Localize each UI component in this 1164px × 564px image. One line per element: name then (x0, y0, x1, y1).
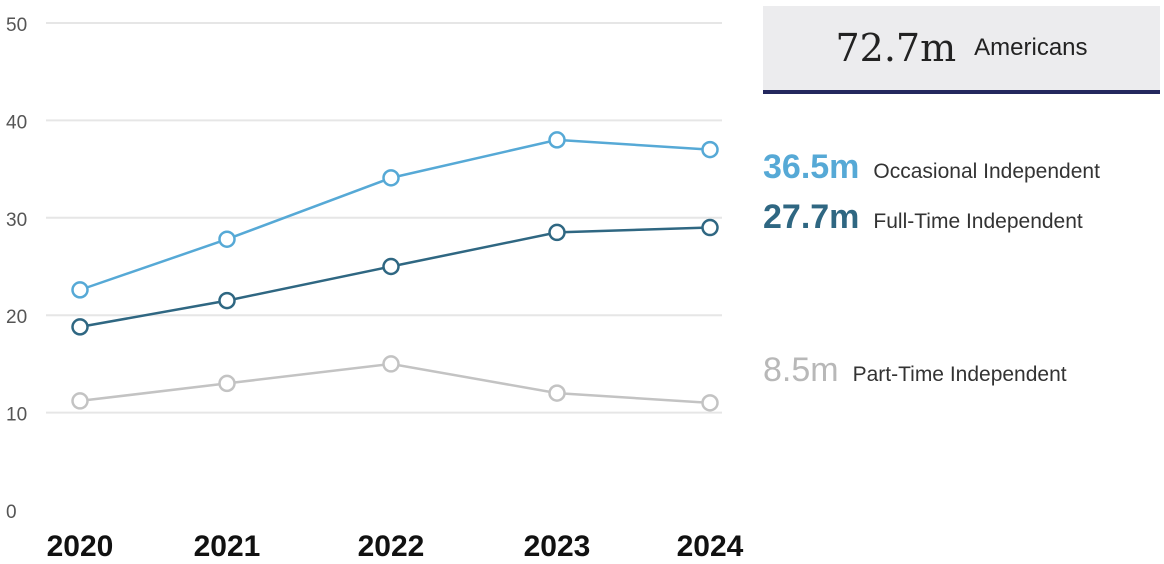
y-tick-label: 50 (6, 15, 27, 36)
data-point (382, 169, 400, 187)
total-value: 72.7m (835, 26, 957, 70)
legend-value-full-time: 27.7m (763, 198, 860, 236)
y-tick-label: 40 (6, 112, 27, 133)
y-tick-label: 20 (6, 307, 27, 328)
x-tick-label: 2022 (358, 530, 425, 563)
y-tick-label: 0 (6, 502, 17, 523)
data-point (548, 131, 566, 149)
data-point (71, 392, 89, 410)
data-point (382, 257, 400, 276)
legend-label-occasional: Occasional Independent (873, 160, 1100, 183)
data-point (71, 281, 89, 299)
series-full-time-independent (71, 218, 719, 336)
legend-value-part-time: 8.5m (763, 351, 839, 389)
gridlines (46, 22, 722, 414)
y-axis-ticks: 0 10 20 30 40 50 (6, 15, 27, 523)
data-point (701, 140, 719, 159)
legend-label-full-time: Full-Time Independent (873, 210, 1083, 233)
total-label: Americans (974, 34, 1088, 61)
data-point (218, 374, 236, 393)
legend-value-occasional: 36.5m (763, 148, 860, 186)
x-tick-label: 2024 (677, 530, 744, 563)
legend-item-full-time: 27.7m Full-Time Independent (763, 198, 1083, 237)
legend-item-part-time: 8.5m Part-Time Independent (763, 351, 1067, 390)
legend-item-occasional: 36.5m Occasional Independent (763, 148, 1100, 187)
data-point (218, 230, 236, 248)
x-tick-label: 2023 (524, 530, 591, 563)
series-lines (71, 131, 719, 412)
line-chart: 0 10 20 30 40 50 2020 2021 2022 2023 2024 (6, 15, 744, 563)
data-point (548, 384, 566, 402)
data-point (71, 318, 89, 336)
data-point (548, 223, 566, 242)
total-summary: 72.7m Americans (763, 6, 1160, 94)
x-tick-label: 2020 (47, 530, 114, 563)
data-point (382, 355, 400, 373)
series-line (79, 226, 711, 329)
legend-label-part-time: Part-Time Independent (852, 363, 1067, 386)
data-point (701, 218, 719, 237)
y-tick-label: 10 (6, 405, 27, 426)
x-tick-label: 2021 (194, 530, 261, 563)
x-axis-ticks: 2020 2021 2022 2023 2024 (47, 530, 744, 563)
series-occasional-independent (71, 131, 719, 299)
data-point (218, 291, 236, 310)
series-part-time-independent (71, 355, 719, 412)
y-tick-label: 30 (6, 210, 27, 231)
data-point (701, 394, 719, 412)
